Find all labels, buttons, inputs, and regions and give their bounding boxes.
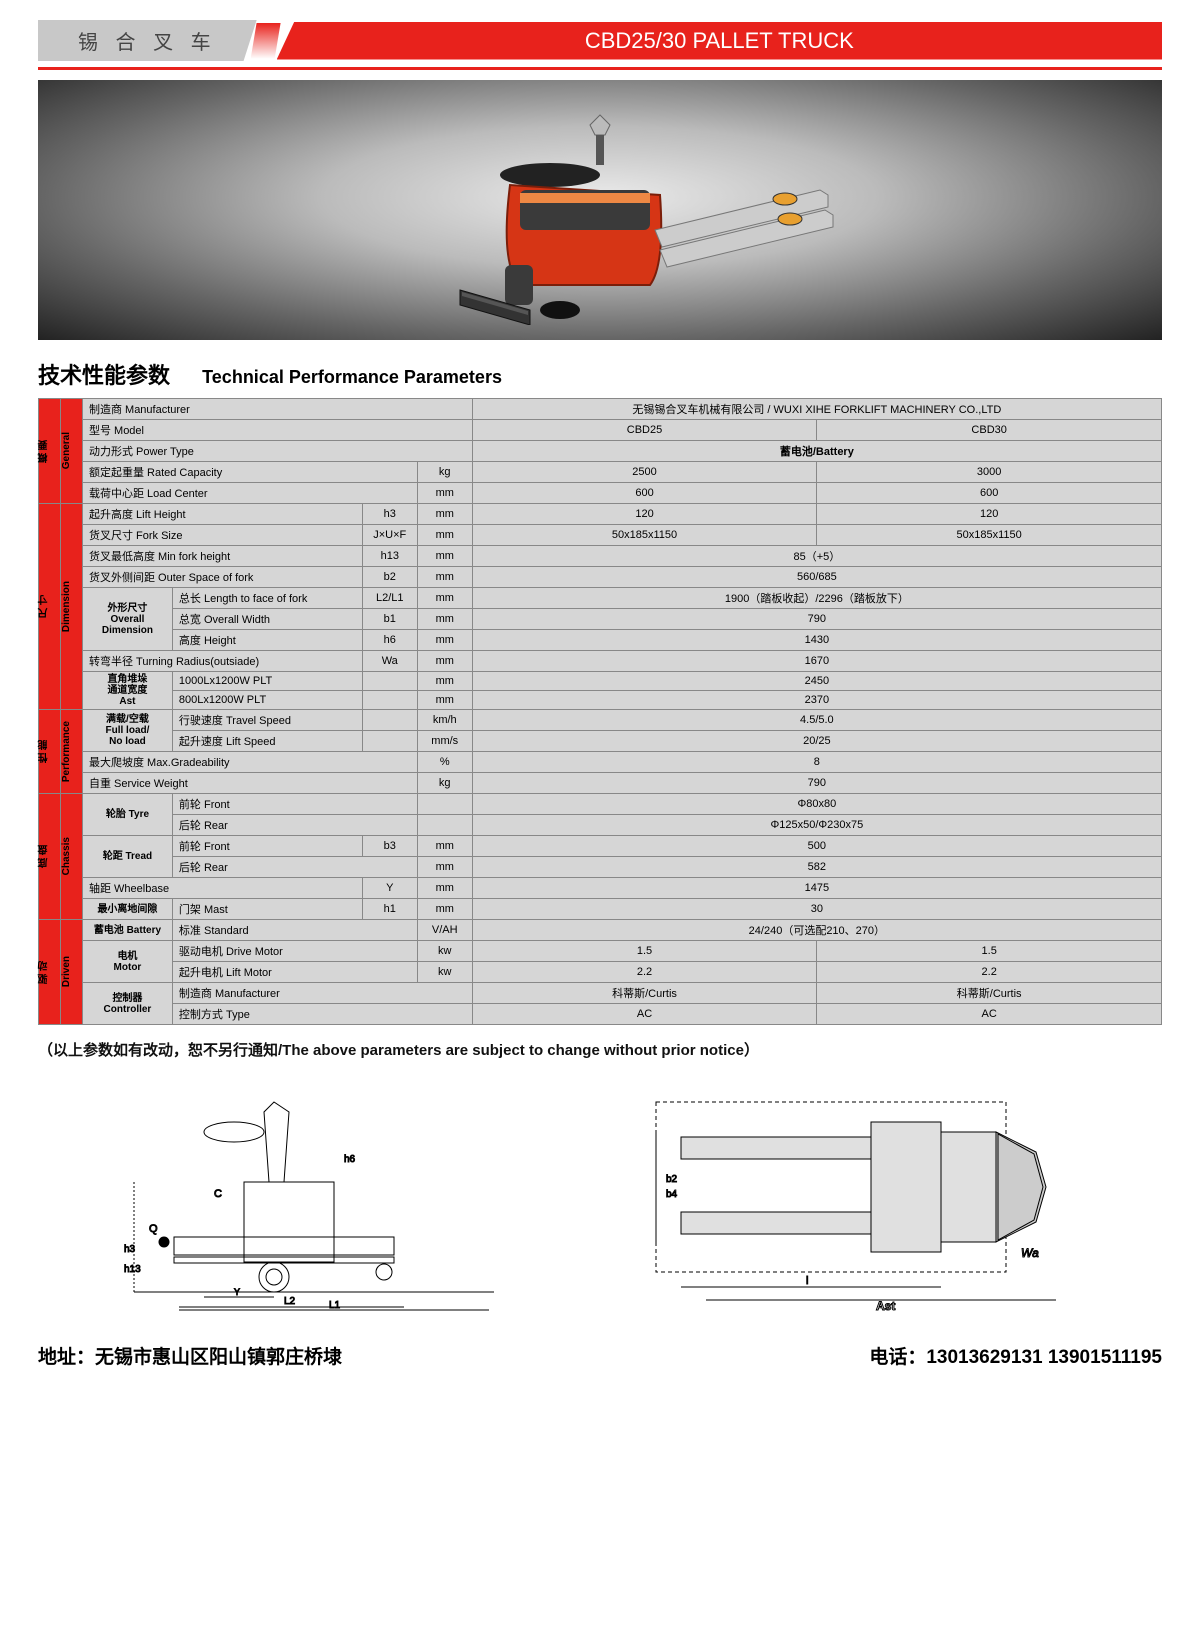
hero-image [38,80,1162,340]
svg-text:b4: b4 [666,1189,678,1200]
title-cn: 技术性能参数 [38,363,170,388]
section-title: 技术性能参数 Technical Performance Parameters [38,358,1162,390]
svg-text:h3: h3 [124,1244,136,1255]
side-view-drawing: Q L2 h3 h13 h6 C Y L1 [94,1082,514,1312]
svg-text:h13: h13 [124,1264,141,1275]
svg-text:C: C [214,1188,222,1200]
svg-text:L2: L2 [284,1296,296,1307]
disclaimer: （以上参数如有改动，恕不另行通知/The above parameters ar… [38,1039,1162,1060]
svg-text:Y: Y [234,1287,240,1297]
svg-text:b2: b2 [666,1174,678,1185]
red-rule [38,67,1162,70]
logo-shape [251,23,281,59]
svg-text:Q: Q [149,1223,158,1235]
svg-text:Wa: Wa [1021,1246,1039,1260]
svg-text:Ast: Ast [876,1299,895,1312]
top-view-drawing: l Ast b2 b4 Wa [626,1082,1106,1312]
svg-text:l: l [806,1275,808,1287]
header-left: 锡 合 叉 车 [38,20,257,61]
address: 地址：无锡市惠山区阳山镇郭庄桥埭 [38,1342,342,1369]
header-bar: 锡 合 叉 车 CBD25/30 PALLET TRUCK [38,20,1162,61]
header-right: CBD25/30 PALLET TRUCK [277,22,1162,60]
title-en: Technical Performance Parameters [202,367,502,387]
spec-table: 概 要General 制造商 Manufacturer无锡锡合叉车机械有限公司 … [38,398,1162,1025]
footer: 地址：无锡市惠山区阳山镇郭庄桥埭 电话：13013629131 13901511… [38,1342,1162,1369]
phone: 电话：13013629131 13901511195 [869,1342,1162,1369]
svg-text:h6: h6 [344,1154,356,1165]
svg-text:L1: L1 [329,1300,341,1311]
tech-drawings: Q L2 h3 h13 h6 C Y L1 l Ast b2 b4 Wa [38,1082,1162,1312]
